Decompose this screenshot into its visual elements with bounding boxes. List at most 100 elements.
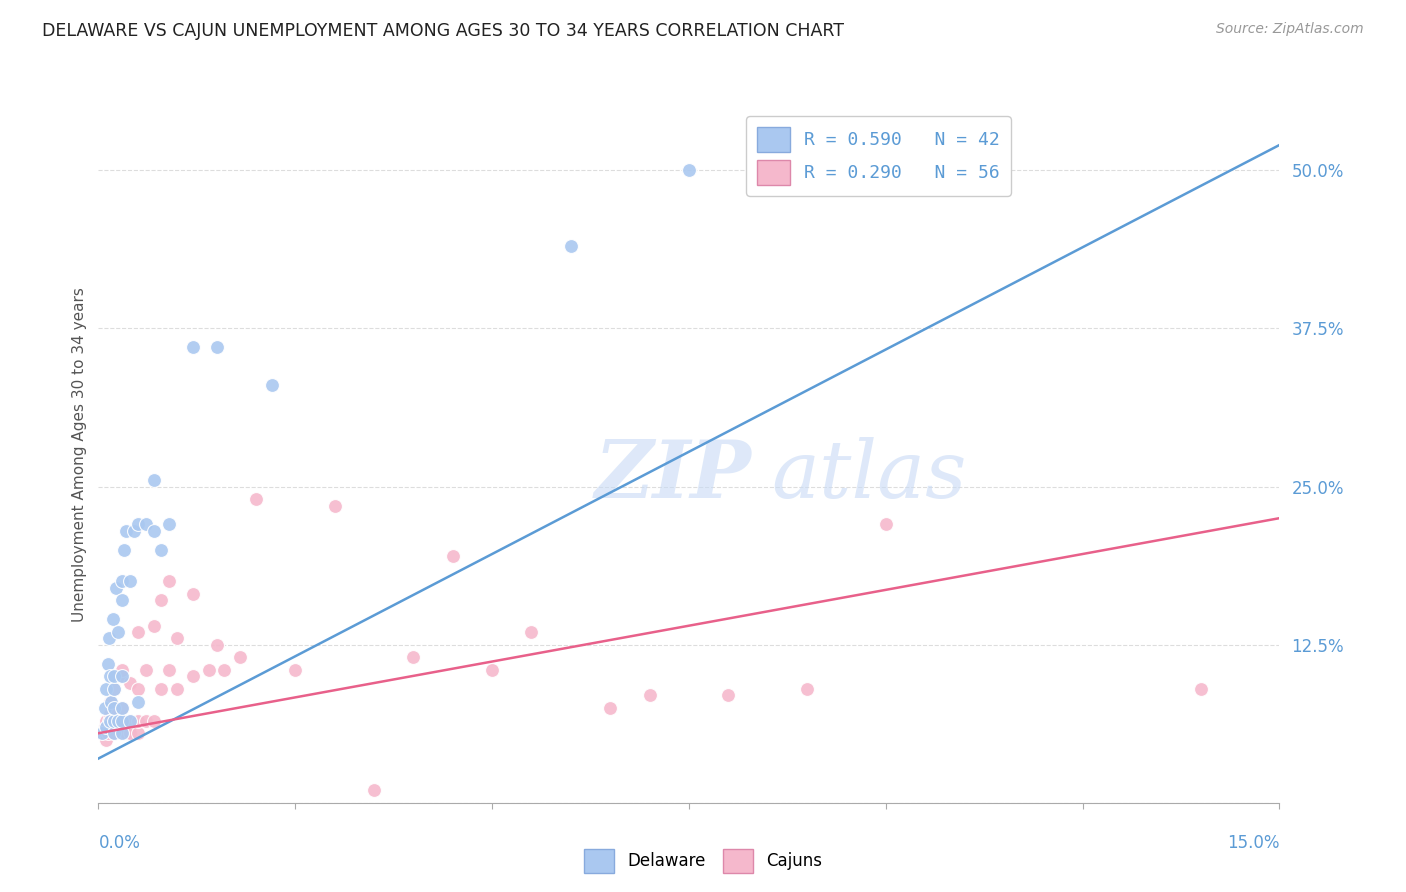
Point [118, 714, 141, 728]
Point [111, 574, 134, 589]
Point [599, 701, 621, 715]
Point [98, 714, 121, 728]
Point [97, 714, 120, 728]
Point [103, 714, 125, 728]
Point [127, 625, 149, 640]
Point [402, 650, 425, 665]
Point [98, 707, 121, 722]
Point [118, 574, 141, 589]
Point [111, 726, 134, 740]
Point [481, 663, 503, 677]
Point [717, 688, 740, 702]
Point [150, 681, 173, 696]
Point [97, 632, 120, 646]
Point [363, 783, 385, 797]
Point [142, 618, 165, 632]
Point [103, 726, 125, 740]
Point [111, 593, 134, 607]
Point [111, 714, 134, 728]
Point [135, 663, 157, 677]
Point [111, 669, 134, 683]
Point [142, 473, 165, 487]
Legend: R = 0.590   N = 42, R = 0.290   N = 56: R = 0.590 N = 42, R = 0.290 N = 56 [747, 116, 1011, 196]
Point [127, 681, 149, 696]
Point [101, 612, 124, 626]
Point [91, 726, 114, 740]
Point [107, 714, 129, 728]
Point [441, 549, 464, 563]
Point [127, 517, 149, 532]
Point [111, 663, 134, 677]
Point [245, 492, 267, 507]
Point [118, 714, 141, 728]
Point [107, 714, 129, 728]
Point [111, 726, 134, 740]
Point [96, 681, 118, 696]
Point [103, 726, 125, 740]
Point [166, 632, 188, 646]
Point [127, 714, 149, 728]
Point [98, 695, 121, 709]
Point [560, 239, 582, 253]
Point [111, 714, 134, 728]
Point [118, 675, 141, 690]
Point [260, 378, 283, 392]
Point [103, 669, 125, 683]
Point [150, 593, 173, 607]
Point [875, 517, 897, 532]
Point [205, 340, 228, 354]
Point [103, 714, 125, 728]
Text: atlas: atlas [772, 437, 967, 515]
Point [135, 714, 157, 728]
Point [135, 517, 157, 532]
Text: 15.0%: 15.0% [1227, 834, 1279, 852]
Point [115, 524, 138, 538]
Point [103, 701, 125, 715]
Point [103, 701, 125, 715]
Point [150, 542, 173, 557]
Point [97, 726, 120, 740]
Point [96, 720, 118, 734]
Point [93, 720, 115, 734]
Point [205, 638, 228, 652]
Point [111, 669, 134, 683]
Point [181, 587, 204, 601]
Point [638, 688, 661, 702]
Point [111, 701, 134, 715]
Point [214, 663, 236, 677]
Point [229, 650, 252, 665]
Point [157, 517, 180, 532]
Point [91, 726, 114, 740]
Point [96, 714, 118, 728]
Point [112, 542, 135, 557]
Point [97, 657, 120, 671]
Y-axis label: Unemployment Among Ages 30 to 34 years: Unemployment Among Ages 30 to 34 years [72, 287, 87, 623]
Point [181, 669, 204, 683]
Point [107, 625, 129, 640]
Point [103, 681, 125, 696]
Point [122, 524, 145, 538]
Point [127, 695, 149, 709]
Point [157, 574, 180, 589]
Point [197, 663, 219, 677]
Point [520, 625, 543, 640]
Point [157, 663, 180, 677]
Point [103, 681, 125, 696]
Text: ZIP: ZIP [595, 437, 751, 515]
Point [118, 726, 141, 740]
Point [323, 499, 346, 513]
Point [111, 701, 134, 715]
Text: Source: ZipAtlas.com: Source: ZipAtlas.com [1216, 22, 1364, 37]
Point [166, 681, 188, 696]
Text: DELAWARE VS CAJUN UNEMPLOYMENT AMONG AGES 30 TO 34 YEARS CORRELATION CHART: DELAWARE VS CAJUN UNEMPLOYMENT AMONG AGE… [42, 22, 844, 40]
Point [100, 695, 122, 709]
Point [104, 581, 127, 595]
Point [142, 714, 165, 728]
Point [284, 663, 307, 677]
Point [98, 669, 121, 683]
Point [678, 163, 700, 178]
Point [96, 732, 118, 747]
Point [93, 701, 115, 715]
Point [115, 726, 138, 740]
Point [1189, 681, 1212, 696]
